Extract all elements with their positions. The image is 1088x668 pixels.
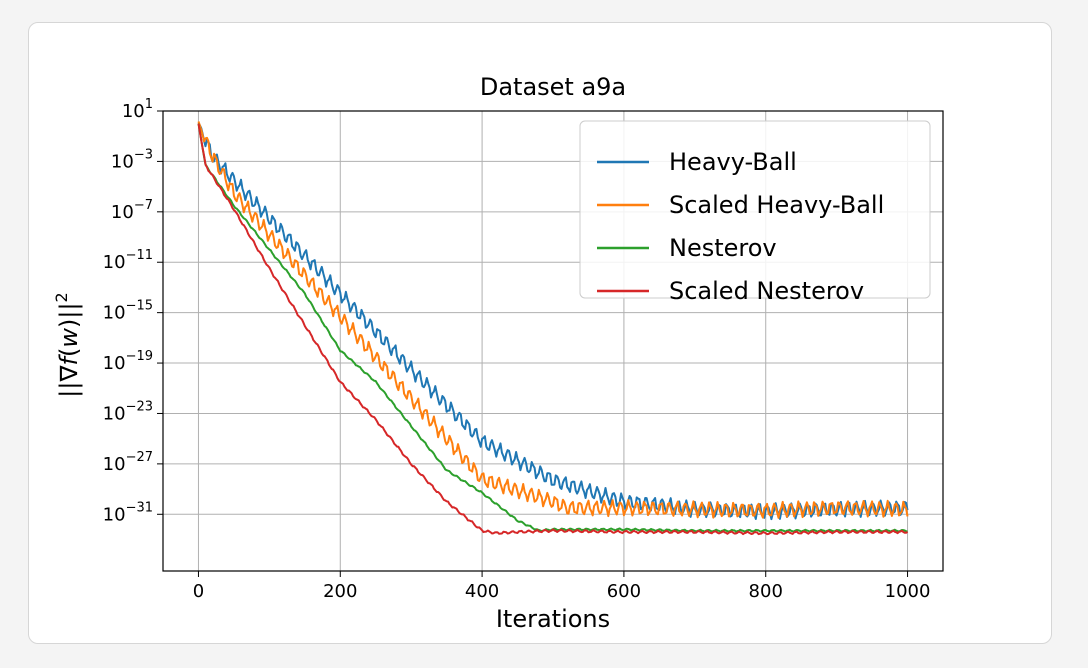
series-line-scaled-nesterov: [197, 123, 909, 536]
legend-label-nesterov: Nesterov: [669, 234, 777, 262]
x-tick-label: 800: [749, 581, 783, 602]
y-tick-label: 10−11: [103, 248, 153, 273]
y-label-w: w: [55, 328, 83, 348]
series-line-heavy-ball: [197, 122, 909, 521]
x-tick-label: 400: [465, 581, 499, 602]
y-tick-label: 10−27: [103, 450, 153, 475]
y-tick-label: 10−15: [103, 299, 153, 324]
legend-label-scaled-heavy-ball: Scaled Heavy-Ball: [669, 191, 884, 219]
x-tick-label: 1000: [885, 581, 931, 602]
x-axis-label: Iterations: [496, 605, 610, 633]
y-label-paren-close: ): [55, 319, 83, 328]
legend-label-scaled-nesterov: Scaled Nesterov: [669, 277, 864, 305]
y-tick-label: 10−23: [103, 399, 153, 424]
y-label-superscript: 2: [52, 292, 71, 302]
x-tick-label: 200: [323, 581, 357, 602]
y-tick-label: 101: [122, 97, 153, 122]
y-tick-label: 10−3: [111, 147, 153, 172]
chart-card: 0 200 400 600 800 1000 101 10−3 10−7 10−11 10−15 1…: [28, 22, 1052, 644]
y-axis-ticks: 101 10−3 10−7 10−11 10−15 10−19 10−23 10−27 10−3…: [103, 97, 163, 525]
x-axis-ticks: 0 200 400 600 800 1000: [193, 571, 931, 602]
x-tick-label: 0: [193, 581, 204, 602]
chart-title: Dataset a9a: [480, 73, 626, 101]
series-line-scaled-heavy-ball: [197, 121, 909, 519]
line-chart: 0 200 400 600 800 1000 10110−310−710−1110−151…: [52, 73, 944, 633]
y-label-norm-close: ||: [55, 302, 83, 318]
plot-area-frame: [162, 110, 944, 572]
y-label-nabla: ∇: [55, 365, 83, 383]
y-axis-label: ||∇f(w)||2: [52, 292, 83, 397]
y-label-norm-open: ||: [55, 382, 83, 398]
y-label-paren-open: (: [55, 348, 83, 357]
legend: Heavy-Ball Scaled Heavy-Ball Nesterov Scale…: [579, 120, 931, 305]
y-tick-label: 10−31: [103, 500, 153, 525]
x-tick-label: 600: [607, 581, 641, 602]
series-lines: [197, 121, 909, 536]
y-tick-label: 10−7: [111, 198, 153, 223]
legend-entries: Heavy-Ball Scaled Heavy-Ball Nesterov Scale…: [597, 148, 884, 305]
legend-label-heavy-ball: Heavy-Ball: [669, 148, 797, 176]
y-tick-label: 10−19: [103, 349, 153, 374]
legend-box: [579, 120, 931, 299]
